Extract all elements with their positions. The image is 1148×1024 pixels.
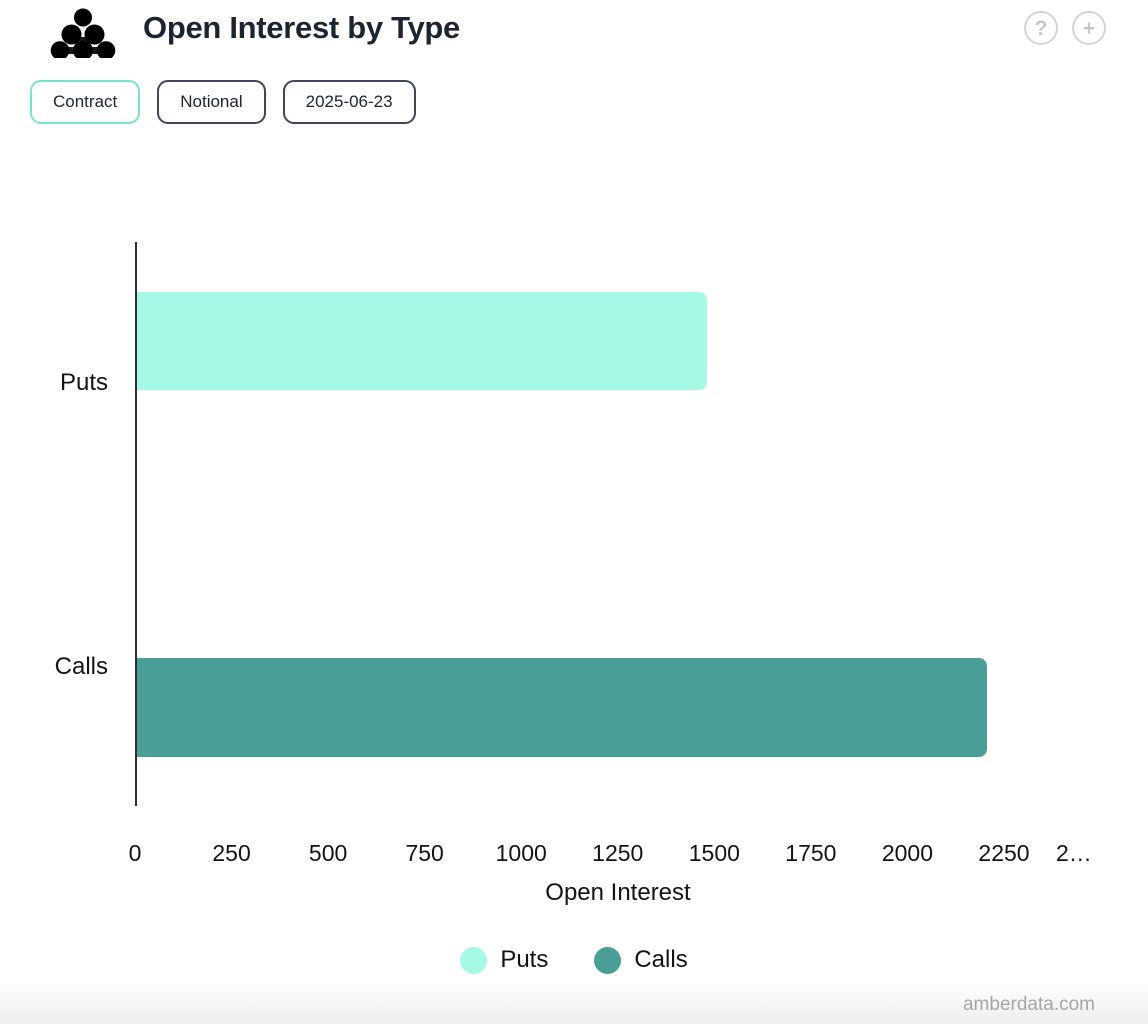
x-tick-label: 750 [405, 840, 444, 866]
add-icon[interactable]: + [1072, 11, 1106, 45]
calls-swatch-icon [594, 946, 622, 974]
x-tick-label-overflow: 2… [1056, 840, 1092, 866]
contract-button[interactable]: Contract [30, 80, 141, 124]
help-glyph: ? [1034, 16, 1048, 40]
chart-legend: Puts Calls [0, 946, 1148, 974]
x-tick-label: 1750 [785, 840, 837, 866]
x-tick-label: 1500 [688, 840, 740, 866]
legend-label-puts: Puts [500, 946, 549, 973]
toolbar: Contract Notional 2025-06-23 [30, 80, 416, 124]
x-axis-title: Open Interest [545, 879, 691, 906]
header-actions: ? + [1024, 11, 1106, 45]
y-category-label-puts: Puts [59, 369, 108, 396]
puts-swatch-icon [460, 946, 488, 974]
date-button[interactable]: 2025-06-23 [282, 80, 416, 124]
x-tick-label: 2250 [978, 840, 1030, 866]
y-axis-line [135, 242, 137, 806]
legend-item-calls[interactable]: Calls [594, 946, 688, 974]
y-category-label-calls: Calls [54, 653, 108, 680]
notional-button[interactable]: Notional [157, 80, 266, 124]
x-tick-label: 250 [212, 840, 251, 866]
page-title: Open Interest by Type [143, 10, 460, 45]
x-tick-label: 1250 [592, 840, 644, 866]
puts-bar[interactable] [137, 292, 707, 390]
x-tick-label: 500 [308, 840, 348, 866]
legend-item-puts[interactable]: Puts [460, 946, 548, 974]
amberdata-logo [50, 8, 116, 58]
x-tick-label: 1000 [495, 840, 547, 866]
watermark: amberdata.com [962, 994, 1095, 1015]
x-tick-label: 2000 [881, 840, 934, 866]
x-tick-label: 0 [128, 840, 142, 866]
legend-label-calls: Calls [634, 946, 688, 973]
help-icon[interactable]: ? [1024, 11, 1058, 45]
calls-bar[interactable] [137, 658, 987, 757]
add-glyph: + [1082, 16, 1096, 40]
